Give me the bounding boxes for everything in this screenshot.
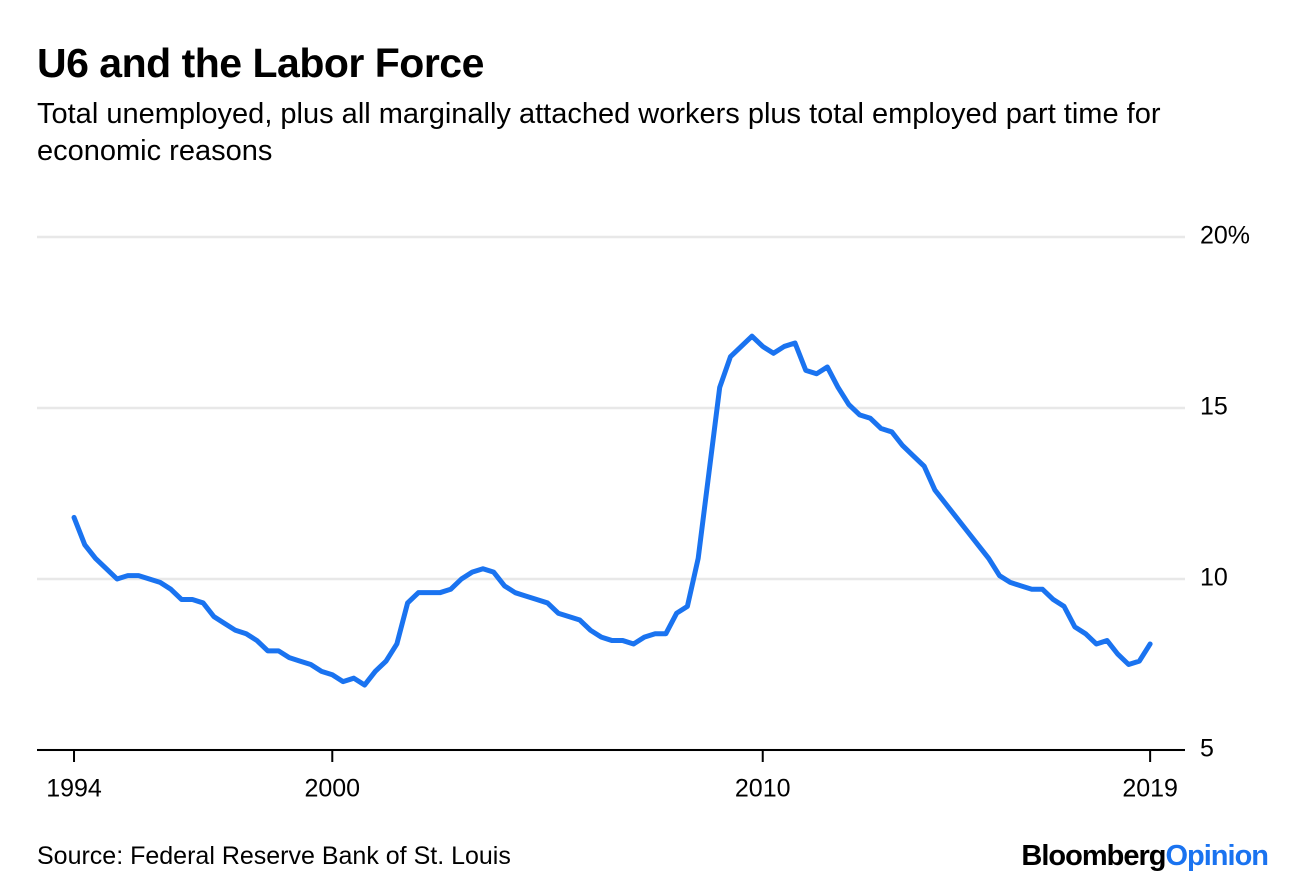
brand-suffix: Opinion xyxy=(1165,840,1269,872)
y-tick-label: 20% xyxy=(1200,222,1250,250)
chart-subtitle: Total unemployed, plus all marginally at… xyxy=(37,98,1161,167)
brand-logo: BloombergOpinion xyxy=(1021,840,1269,873)
brand-name: Bloomberg xyxy=(1021,840,1166,872)
chart-title: U6 and the Labor Force xyxy=(37,40,484,86)
x-tick-label: 2019 xyxy=(1122,775,1178,803)
x-tick-label: 2010 xyxy=(735,775,791,803)
data-line xyxy=(71,333,1153,688)
chart: 5 10 15 20% 1994 2000 2010 2019 xyxy=(37,222,1250,803)
x-tick-label: 1994 xyxy=(46,775,102,803)
source-note: Source: Federal Reserve Bank of St. Loui… xyxy=(37,842,511,870)
y-tick-label: 5 xyxy=(1200,735,1214,763)
x-tick-label: 2000 xyxy=(304,775,360,803)
y-tick-label: 10 xyxy=(1200,564,1228,592)
y-tick-label: 15 xyxy=(1200,393,1228,421)
